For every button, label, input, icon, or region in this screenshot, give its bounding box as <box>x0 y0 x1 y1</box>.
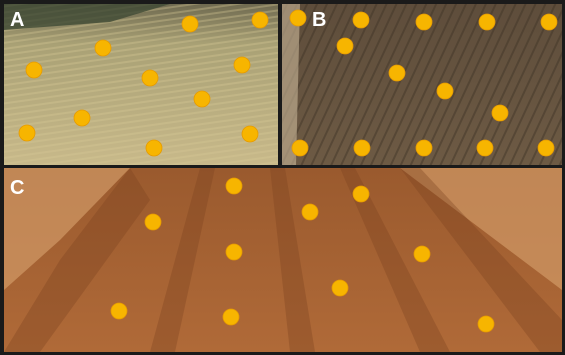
sample-point <box>353 12 369 28</box>
sample-point <box>19 125 35 141</box>
sample-point <box>194 91 210 107</box>
sample-point <box>389 65 405 81</box>
sample-point <box>538 140 554 156</box>
sample-point <box>111 303 127 319</box>
sample-point <box>541 14 557 30</box>
sample-point <box>478 316 494 332</box>
sample-point <box>226 178 242 194</box>
panel-label: A <box>10 9 24 31</box>
sample-point <box>242 126 258 142</box>
sample-point <box>74 110 90 126</box>
sample-point <box>477 140 493 156</box>
sample-point <box>26 62 42 78</box>
sample-point <box>354 140 370 156</box>
sample-point <box>302 204 318 220</box>
panel-label: B <box>312 9 326 31</box>
sample-point <box>479 14 495 30</box>
sample-point <box>226 244 242 260</box>
sample-point <box>223 309 239 325</box>
sample-point <box>142 70 158 86</box>
figure: A B C <box>0 0 565 355</box>
sample-point <box>416 140 432 156</box>
sample-point <box>182 16 198 32</box>
panel-label: C <box>10 177 24 199</box>
sample-point <box>234 57 250 73</box>
sample-point <box>292 140 308 156</box>
sample-point <box>252 12 268 28</box>
sample-point <box>414 246 430 262</box>
panel-a: A <box>4 4 278 165</box>
sample-point <box>95 40 111 56</box>
sample-point <box>492 105 508 121</box>
sample-point <box>145 214 161 230</box>
sample-point <box>337 38 353 54</box>
sample-point <box>290 10 306 26</box>
sample-point <box>332 280 348 296</box>
sample-point <box>416 14 432 30</box>
sample-point <box>353 186 369 202</box>
sample-point <box>146 140 162 156</box>
sample-point <box>437 83 453 99</box>
